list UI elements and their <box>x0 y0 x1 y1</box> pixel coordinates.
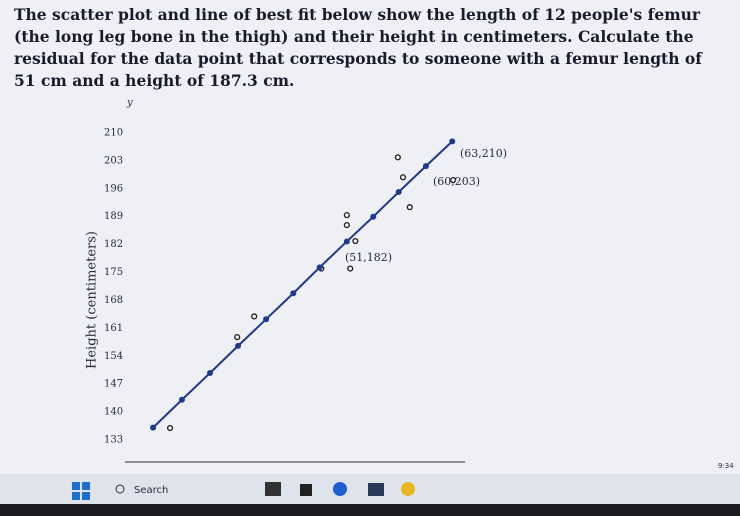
y-tick-label: 154 <box>104 351 123 362</box>
data-point <box>347 265 354 272</box>
y-tick-label: 161 <box>104 323 123 334</box>
y-tick-label: 133 <box>104 435 123 446</box>
data-point <box>394 154 401 161</box>
screen-bezel <box>0 504 740 516</box>
app-icon[interactable] <box>300 484 312 496</box>
line-marker <box>207 370 213 377</box>
line-marker <box>235 342 242 349</box>
data-point <box>343 212 350 219</box>
y-tick-label: 203 <box>104 155 123 166</box>
start-icon <box>82 482 90 490</box>
start-icon <box>72 492 80 500</box>
y-tick-label: 140 <box>104 407 123 418</box>
data-point <box>352 237 359 245</box>
app-icon[interactable] <box>401 482 415 496</box>
annotation: (63,210) <box>460 147 507 160</box>
data-point <box>399 174 407 181</box>
clock: 9:34 <box>718 462 734 470</box>
y-axis-label: Height (centimeters) <box>85 231 100 369</box>
y-tick-label: 175 <box>104 267 123 278</box>
line-marker <box>343 238 350 245</box>
y-tick-label: 189 <box>104 211 123 222</box>
search-label[interactable]: Search <box>134 485 168 496</box>
line-marker <box>290 290 297 297</box>
y-tick-label: 210 <box>104 128 123 139</box>
y-tick-label: 168 <box>104 295 123 306</box>
y-tick-label: 196 <box>104 183 123 194</box>
question: The scatter plot and line of best fit be… <box>14 5 702 90</box>
data-point <box>406 204 413 211</box>
line-marker <box>316 264 323 271</box>
data-point <box>450 176 457 184</box>
start-icon <box>82 492 90 500</box>
data-point <box>234 334 241 341</box>
y-axis-symbol: y <box>126 98 133 109</box>
line-marker <box>370 213 377 220</box>
annotation: (51,182) <box>345 251 392 264</box>
line-marker <box>263 316 270 323</box>
app-icon[interactable] <box>368 483 384 496</box>
start-icon[interactable] <box>72 482 80 490</box>
annotation: (60,203) <box>433 175 480 188</box>
data-point <box>251 313 258 320</box>
app-icon[interactable] <box>333 482 347 496</box>
data-point <box>343 222 350 229</box>
y-tick-label: 182 <box>104 239 123 250</box>
search-icon[interactable] <box>115 484 125 494</box>
line-marker <box>395 189 402 196</box>
line-marker <box>422 163 429 170</box>
best-fit-line <box>152 140 453 429</box>
line-marker <box>150 424 157 431</box>
app-icon[interactable] <box>265 482 281 496</box>
line-marker <box>178 396 185 403</box>
data-point <box>166 424 174 432</box>
line-marker <box>449 138 456 145</box>
y-tick-label: 147 <box>104 379 123 390</box>
